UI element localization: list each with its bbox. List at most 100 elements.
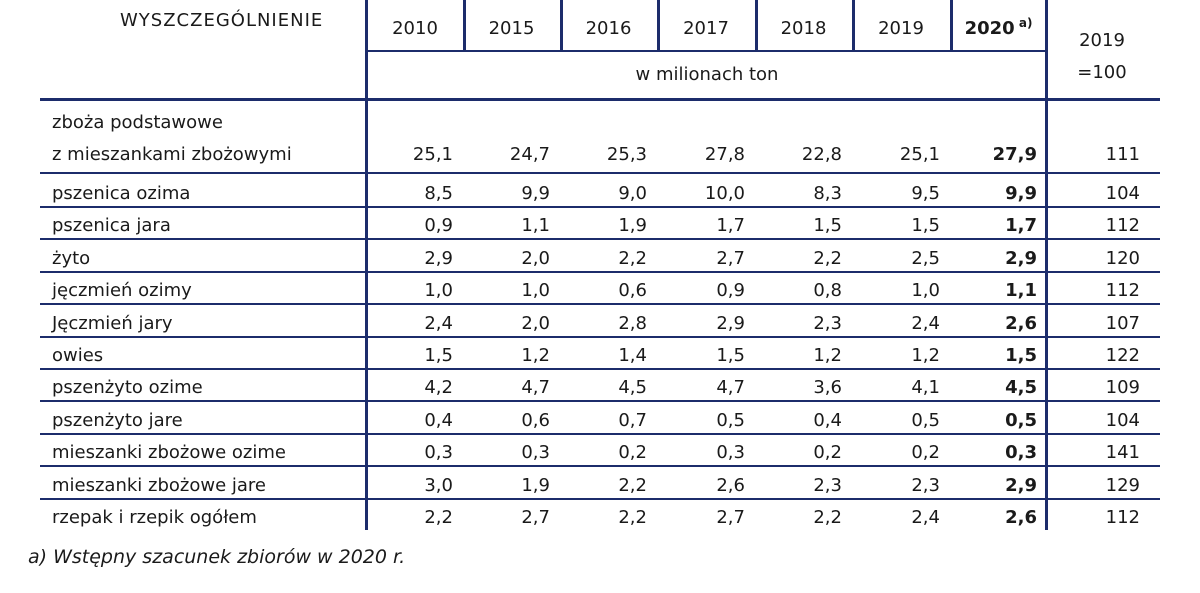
row-label: pszenżyto ozime — [52, 377, 203, 399]
row-label: mieszanki zbożowe jare — [52, 474, 266, 496]
column-divider — [755, 0, 758, 52]
row-label: zboża podstawowe — [52, 112, 223, 133]
year-header: 2020 a) — [964, 16, 1033, 39]
table-cell: 4,7 — [521, 377, 550, 399]
table-cell: 4,1 — [911, 377, 940, 399]
table-cell: 9,9 — [1005, 183, 1037, 204]
table-cell: 2,9 — [1005, 474, 1037, 496]
row-label: mieszanki zbożowe ozime — [52, 442, 286, 464]
table-cell: 2,2 — [424, 507, 453, 528]
index-cell: 120 — [1105, 247, 1140, 269]
table-cell: 1,5 — [813, 215, 842, 237]
table-cell: 3,6 — [813, 377, 842, 399]
table-cell: 0,4 — [813, 409, 842, 431]
index-cell: 141 — [1105, 442, 1140, 464]
table-cell: 0,9 — [716, 280, 745, 302]
row-divider — [40, 433, 1160, 435]
table-cell: 1,0 — [521, 280, 550, 302]
row-divider — [40, 498, 1160, 500]
column-divider — [852, 0, 855, 52]
table-cell: 2,2 — [618, 507, 647, 528]
year-header: 2017 — [683, 18, 729, 39]
header-label: WYSZCZEGÓLNIENIE — [120, 10, 324, 31]
row-label: żyto — [52, 247, 91, 269]
table-cell: 25,1 — [899, 144, 940, 165]
index-cell: 111 — [1105, 144, 1140, 165]
table-cell: 2,3 — [813, 474, 842, 496]
table-cell: 1,2 — [521, 345, 550, 366]
table-cell: 1,0 — [424, 280, 453, 302]
index-header-line1: 2019 — [1079, 30, 1125, 51]
table-cell: 2,7 — [716, 507, 745, 528]
year-header: 2015 — [488, 18, 535, 39]
table-cell: 27,8 — [704, 144, 745, 165]
column-divider — [365, 0, 368, 530]
table-cell: 0,4 — [424, 409, 453, 431]
row-divider — [40, 400, 1160, 402]
table-cell: 0,3 — [521, 442, 550, 464]
table-cell: 1,4 — [618, 345, 647, 366]
table-cell: 0,2 — [813, 442, 842, 464]
table-cell: 2,0 — [521, 312, 550, 334]
index-cell: 112 — [1105, 507, 1140, 528]
index-cell: 107 — [1105, 312, 1140, 334]
table-cell: 4,5 — [1005, 377, 1037, 399]
row-divider — [40, 465, 1160, 467]
table-cell: 2,4 — [424, 312, 453, 334]
table-cell: 2,4 — [911, 312, 940, 334]
table-cell: 4,5 — [618, 377, 647, 399]
table-cell: 0,3 — [424, 442, 453, 464]
row-label: rzepak i rzepik ogółem — [52, 507, 257, 528]
table-cell: 1,5 — [1005, 345, 1037, 366]
row-divider — [40, 336, 1160, 338]
column-divider — [463, 0, 466, 52]
row-divider — [40, 98, 1160, 101]
table-cell: 2,9 — [424, 247, 453, 269]
table-cell: 1,2 — [813, 345, 842, 366]
index-cell: 112 — [1105, 280, 1140, 302]
table-cell: 2,3 — [911, 474, 940, 496]
table-cell: 2,0 — [521, 247, 550, 269]
index-cell: 122 — [1105, 345, 1140, 366]
table-cell: 0,6 — [618, 280, 647, 302]
index-cell: 109 — [1105, 377, 1140, 399]
table-cell: 25,1 — [412, 144, 453, 165]
table-cell: 2,7 — [716, 247, 745, 269]
year-header: 2010 — [392, 18, 438, 39]
table-cell: 9,5 — [911, 183, 940, 204]
footnote: a) Wstępny szacunek zbiorów w 2020 r. — [28, 546, 406, 568]
table-cell: 1,1 — [1005, 280, 1037, 302]
row-divider — [365, 50, 1047, 52]
table-cell: 3,0 — [424, 474, 453, 496]
table-cell: 2,9 — [716, 312, 745, 334]
table-cell: 0,9 — [424, 215, 453, 237]
table-cell: 2,6 — [1005, 507, 1037, 528]
table-cell: 10,0 — [704, 183, 745, 204]
column-divider — [1045, 0, 1048, 530]
row-divider — [40, 271, 1160, 273]
year-header: 2016 — [585, 18, 632, 39]
index-cell: 104 — [1105, 183, 1140, 204]
table-cell: 0,2 — [618, 442, 647, 464]
table-cell: 4,7 — [716, 377, 745, 399]
year-header: 2019 — [878, 18, 924, 39]
table-cell: 1,0 — [911, 280, 940, 302]
table-cell: 9,0 — [618, 183, 647, 204]
table-cell: 2,2 — [813, 507, 842, 528]
table-cell: 0,2 — [911, 442, 940, 464]
table-cell: 0,3 — [716, 442, 745, 464]
table-cell: 2,9 — [1005, 247, 1037, 269]
row-label: pszenica ozima — [52, 183, 191, 204]
table-cell: 0,8 — [813, 280, 842, 302]
row-divider — [40, 238, 1160, 240]
table-cell: 2,5 — [911, 247, 940, 269]
table-cell: 4,2 — [424, 377, 453, 399]
table-cell: 1,9 — [521, 474, 550, 496]
row-label: pszenżyto jare — [52, 409, 183, 431]
table-cell: 25,3 — [606, 144, 647, 165]
table-cell: 2,6 — [1005, 312, 1037, 334]
table-cell: 1,5 — [424, 345, 453, 366]
row-divider — [40, 368, 1160, 370]
index-cell: 112 — [1105, 215, 1140, 237]
row-label: Jęczmień jary — [52, 312, 173, 334]
